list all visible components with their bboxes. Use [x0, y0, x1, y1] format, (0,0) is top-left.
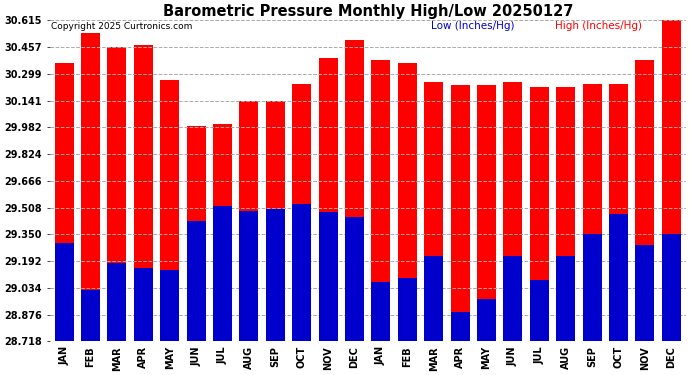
Bar	[398, 63, 417, 341]
Text: Copyright 2025 Curtronics.com: Copyright 2025 Curtronics.com	[51, 22, 193, 31]
Bar	[477, 299, 496, 341]
Bar	[186, 126, 206, 341]
Bar	[635, 244, 654, 341]
Bar	[292, 84, 311, 341]
Text: Low (Inches/Hg): Low (Inches/Hg)	[431, 21, 515, 31]
Bar	[108, 263, 126, 341]
Bar	[609, 214, 628, 341]
Bar	[266, 209, 285, 341]
Bar	[108, 46, 126, 341]
Text: High (Inches/Hg): High (Inches/Hg)	[555, 21, 642, 31]
Bar	[477, 86, 496, 341]
Bar	[213, 206, 232, 341]
Bar	[160, 80, 179, 341]
Bar	[345, 40, 364, 341]
Bar	[239, 101, 258, 341]
Bar	[266, 101, 285, 341]
Bar	[662, 20, 681, 341]
Bar	[371, 282, 391, 341]
Bar	[556, 256, 575, 341]
Bar	[424, 82, 443, 341]
Bar	[55, 243, 74, 341]
Bar	[662, 234, 681, 341]
Bar	[530, 87, 549, 341]
Bar	[504, 256, 522, 341]
Bar	[55, 63, 74, 341]
Bar	[292, 204, 311, 341]
Title: Barometric Pressure Monthly High/Low 20250127: Barometric Pressure Monthly High/Low 202…	[163, 4, 573, 19]
Bar	[319, 58, 337, 341]
Bar	[81, 290, 100, 341]
Bar	[239, 211, 258, 341]
Bar	[582, 234, 602, 341]
Bar	[398, 278, 417, 341]
Bar	[556, 87, 575, 341]
Bar	[134, 45, 152, 341]
Bar	[319, 212, 337, 341]
Bar	[424, 256, 443, 341]
Bar	[451, 86, 470, 341]
Bar	[451, 312, 470, 341]
Bar	[530, 280, 549, 341]
Bar	[582, 84, 602, 341]
Bar	[81, 33, 100, 341]
Bar	[160, 270, 179, 341]
Bar	[345, 217, 364, 341]
Bar	[213, 124, 232, 341]
Bar	[635, 60, 654, 341]
Bar	[504, 82, 522, 341]
Bar	[371, 60, 391, 341]
Bar	[186, 221, 206, 341]
Bar	[134, 268, 152, 341]
Bar	[609, 84, 628, 341]
